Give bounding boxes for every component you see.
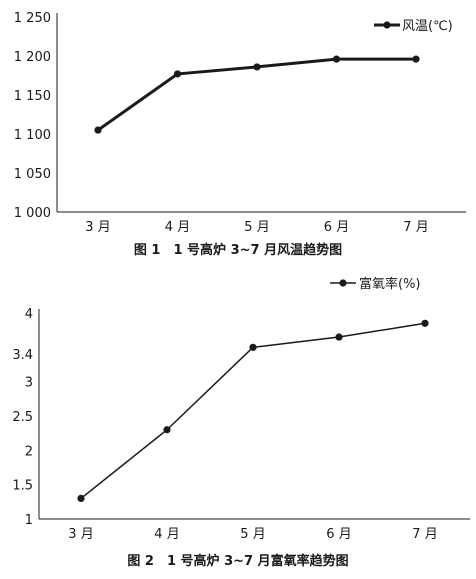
chart-1-x-tick-label: 5 月 [244, 220, 269, 235]
chart-2-x-tick-label: 3 月 [68, 527, 93, 542]
chart-2-data-point [163, 426, 171, 434]
chart-2-data-point [421, 319, 429, 327]
chart-1-caption: 图 1 1 号高炉 3~7 月风温趋势图 [134, 242, 342, 258]
chart-1-x-tick-label: 3 月 [85, 220, 110, 235]
chart-1-data-point [253, 63, 261, 71]
chart-2-y-tick-label: 3.4 [12, 348, 33, 363]
chart-2-y-tick-label: 2 [25, 444, 33, 459]
chart-1-data-point [173, 70, 182, 78]
chart-1-x-tick-label: 6 月 [324, 220, 349, 235]
chart-2-x-tick-label: 5 月 [240, 527, 265, 542]
chart-1-series [94, 55, 420, 134]
chart-1-legend-marker [383, 21, 391, 29]
chart-1-y-tick-label: 1 200 [14, 50, 51, 65]
chart-1-y-tick-label: 1 250 [14, 11, 51, 26]
chart-2-y-tick-labels: 1 1.5 2 2.5 3 3.4 4 [12, 307, 33, 528]
chart-2-legend-marker [339, 279, 347, 287]
chart-2-data-point [249, 343, 257, 351]
chart-2-data-point [77, 494, 85, 502]
chart-2-caption: 图 2 1 号高炉 3~7 月富氧率趋势图 [127, 553, 348, 569]
chart-1-y-tick-label: 1 000 [14, 206, 51, 221]
chart-2-y-tick-label: 3 [25, 376, 33, 391]
chart-2-x-tick-label: 6 月 [326, 527, 351, 542]
chart-1-data-point [412, 55, 420, 63]
chart-1-x-tick-label: 7 月 [403, 220, 428, 235]
chart-2-series [77, 319, 429, 502]
chart-2-y-tick-label: 1.5 [12, 479, 33, 494]
chart-2-y-tick-label: 4 [25, 307, 33, 322]
chart-1-y-tick-label: 1 050 [14, 167, 51, 182]
chart-1-wind-temperature: 1 000 1 050 1 100 1 150 1 200 1 250 3 月 4 月 5 月… [14, 11, 466, 258]
chart-2-legend-label: 富氧率(%) [359, 276, 421, 292]
chart-1-y-tick-label: 1 150 [14, 89, 51, 104]
chart-1-y-tick-label: 1 100 [14, 128, 51, 143]
chart-2-y-tick-label: 1 [25, 513, 33, 528]
chart-1-legend: 风温(℃) [374, 19, 453, 34]
chart-2-x-tick-labels: 3 月 4 月 5 月 6 月 7 月 [68, 527, 437, 542]
chart-1-x-tick-labels: 3 月 4 月 5 月 6 月 7 月 [85, 220, 428, 235]
chart-1-legend-label: 风温(℃) [402, 19, 453, 34]
chart-2-data-point [335, 333, 343, 341]
chart-1-y-tick-labels: 1 000 1 050 1 100 1 150 1 200 1 250 [14, 11, 51, 221]
chart-2-legend: 富氧率(%) [330, 276, 421, 292]
chart-2-x-tick-label: 4 月 [154, 527, 179, 542]
chart-1-data-point [332, 55, 341, 63]
chart-1-x-tick-label: 4 月 [165, 220, 190, 235]
chart-2-oxygen-enrichment: 1 1.5 2 2.5 3 3.4 4 3 月 4 月 5 月 6 月 7 月 富氧率(%) 图 2… [12, 276, 470, 569]
chart-2-x-tick-label: 7 月 [412, 527, 437, 542]
chart-1-data-point [94, 126, 102, 134]
chart-2-y-tick-label: 2.5 [12, 410, 33, 425]
